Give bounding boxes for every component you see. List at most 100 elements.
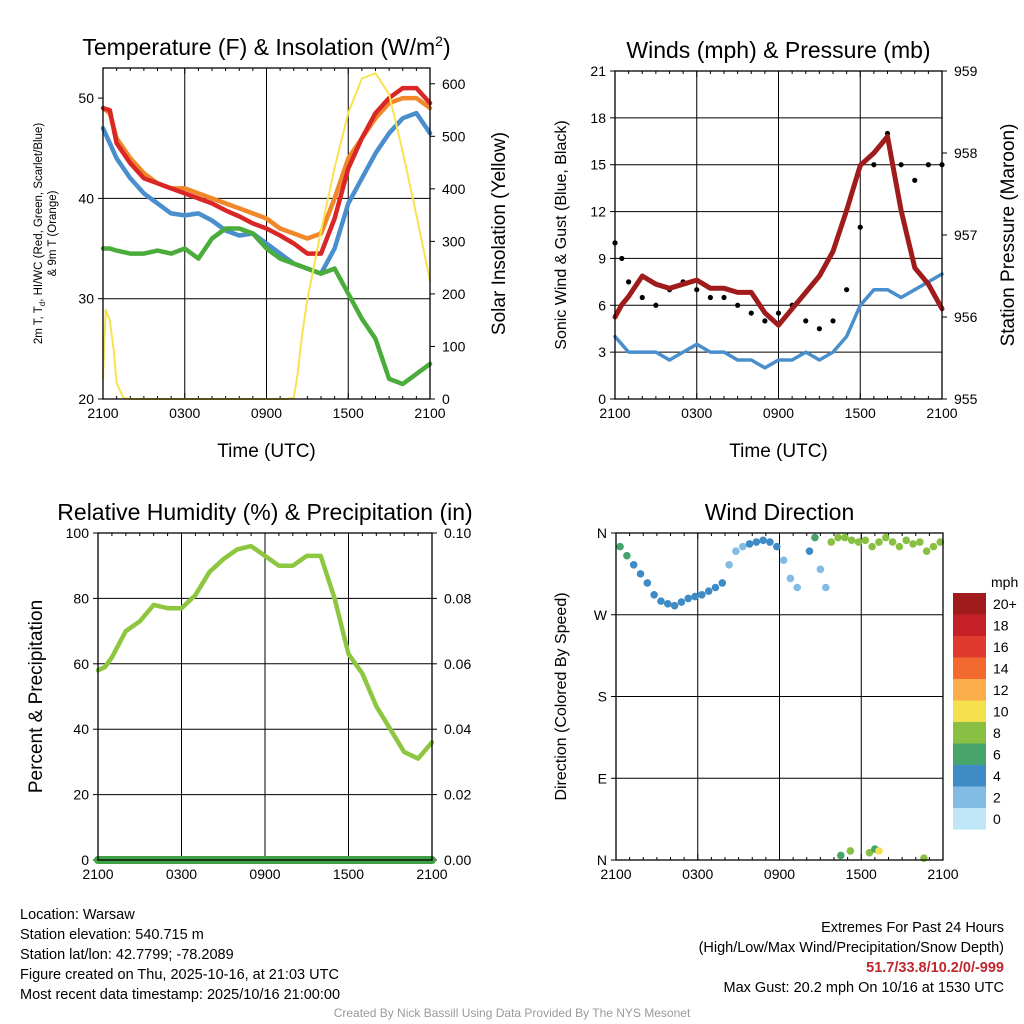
temperature-ytick-label: 30 — [78, 291, 94, 307]
winds-xtick-label: 2100 — [599, 405, 630, 421]
temperature-ylabel-line1b: , HI/WC (Red, Green, Scarlet/Blue) — [33, 123, 45, 302]
direction-point — [837, 851, 845, 860]
series-gust-point — [871, 162, 877, 168]
winds-ytick-label: 15 — [590, 157, 606, 173]
direction-point — [698, 590, 706, 599]
extremes-panel: Extremes For Past 24 Hours (High/Low/Max… — [699, 918, 1004, 998]
wind-direction-ytick-label: E — [598, 770, 607, 786]
winds-plot-frame — [614, 70, 943, 400]
direction-point — [811, 533, 819, 542]
legend-swatch — [953, 700, 986, 722]
legend-swatch — [953, 743, 986, 765]
humidity-xtick-label: 2100 — [416, 866, 447, 882]
winds-ytick-label: 9 — [598, 250, 606, 266]
temperature-xtick-label: 2100 — [414, 405, 445, 421]
direction-point — [895, 542, 904, 551]
humidity-ytick-label: 100 — [66, 525, 90, 541]
legend-swatch — [953, 636, 986, 658]
station-elevation: Station elevation: 540.715 m — [20, 927, 204, 943]
wind-direction-xtick-label: 1500 — [846, 866, 877, 882]
legend-swatch — [953, 614, 986, 636]
extremes-values: 51.7/33.8/10.2/0/-999 — [866, 960, 1004, 976]
humidity-ylabel: Percent & Precipitation — [26, 600, 47, 793]
series-gust-point — [803, 318, 809, 324]
temperature-ytick-label: 50 — [78, 90, 94, 106]
direction-point — [623, 551, 631, 560]
winds-xtick-label: 1500 — [845, 405, 876, 421]
temperature-ytick-right-label: 200 — [442, 286, 466, 302]
direction-point — [875, 847, 883, 855]
wind-direction-plot-frame — [615, 532, 944, 861]
series-gust-point — [735, 302, 741, 308]
direction-point — [650, 590, 658, 599]
direction-point — [909, 540, 917, 548]
series-gust-point — [748, 310, 754, 316]
temperature-chart: 2100 0300 0900 1500 210020304050010020030040… — [33, 33, 510, 462]
humidity-ytick-label: 80 — [73, 590, 89, 606]
humidity-ytick-right-label: 0.00 — [444, 852, 471, 868]
direction-point — [745, 540, 754, 548]
temperature-ytick-right-label: 500 — [442, 128, 466, 144]
humidity-ytick-label: 40 — [73, 721, 89, 737]
humidity-plot-frame — [97, 532, 433, 861]
temperature-ytick-right-label: 0 — [442, 391, 450, 407]
direction-point — [759, 536, 767, 545]
direction-point — [643, 579, 652, 587]
temperature-ytick-right-label: 100 — [442, 338, 466, 354]
direction-point — [752, 538, 761, 546]
temperature-xtick-label: 0900 — [251, 405, 282, 421]
series-gust-point — [775, 310, 782, 316]
legend-label: 14 — [993, 661, 1009, 677]
winds-ytick-right-label: 956 — [954, 309, 978, 325]
humidity-ytick-label: 0 — [81, 852, 89, 868]
humidity-ytick-right-label: 0.02 — [444, 787, 471, 803]
humidity-xtick-label: 0300 — [166, 866, 197, 882]
temperature-ytick-right-label: 600 — [442, 76, 466, 92]
legend-swatch — [953, 786, 986, 808]
series-gust-point — [857, 224, 863, 230]
temperature-ytick-right-label: 300 — [442, 233, 466, 249]
wind-direction-xtick-label: 2100 — [600, 866, 631, 882]
temperature-title-main: Temperature (F) & Insolation (W/m — [82, 34, 435, 60]
legend-label: 4 — [993, 768, 1001, 784]
direction-point — [805, 547, 814, 555]
legend-swatch — [953, 679, 986, 701]
direction-point — [847, 536, 856, 545]
direction-point — [793, 583, 802, 592]
direction-point — [822, 583, 830, 592]
legend-label: 8 — [993, 725, 1001, 741]
wind-direction-xtick-label: 0300 — [682, 866, 713, 882]
winds-ytick-right-label: 955 — [954, 391, 978, 407]
legend-swatch — [953, 808, 986, 830]
direction-point — [677, 598, 686, 606]
series-solar-insolation — [102, 72, 431, 400]
direction-point — [846, 847, 855, 855]
series-gust-point — [626, 279, 632, 285]
legend-label: 16 — [993, 639, 1009, 655]
station-location: Location: Warsaw — [20, 907, 135, 923]
speed-legend: mph 20+ 18 16 14 12 10 8 6 4 2 0 — [953, 574, 1018, 830]
direction-point — [657, 597, 665, 605]
winds-chart: 2100 0300 0900 1500 210003691215182195595695… — [553, 37, 1019, 462]
direction-point — [875, 538, 883, 546]
direction-point — [861, 536, 870, 545]
temperature-title-sup: 2 — [435, 33, 443, 49]
direction-point — [920, 854, 928, 862]
series-station-pressure — [612, 134, 945, 328]
series-td — [100, 226, 433, 387]
temperature-ylabel-line2: & 9m T (Orange) — [47, 190, 59, 276]
winds-ytick-right-label: 957 — [954, 227, 978, 243]
temperature-xlabel: Time (UTC) — [217, 441, 316, 462]
humidity-ytick-right-label: 0.10 — [444, 525, 471, 541]
direction-point — [854, 538, 863, 546]
direction-point — [663, 600, 672, 608]
series-2m-t — [100, 85, 433, 256]
temperature-ytick-right-label: 400 — [442, 181, 466, 197]
direction-point — [786, 574, 795, 583]
temperature-ylabel-sub: d — [38, 302, 47, 306]
series-gust-point — [639, 294, 645, 301]
series-gust-point — [844, 287, 850, 293]
direction-point — [868, 542, 876, 551]
humidity-xtick-label: 1500 — [333, 866, 364, 882]
wind-direction-ytick-label: W — [594, 607, 608, 623]
